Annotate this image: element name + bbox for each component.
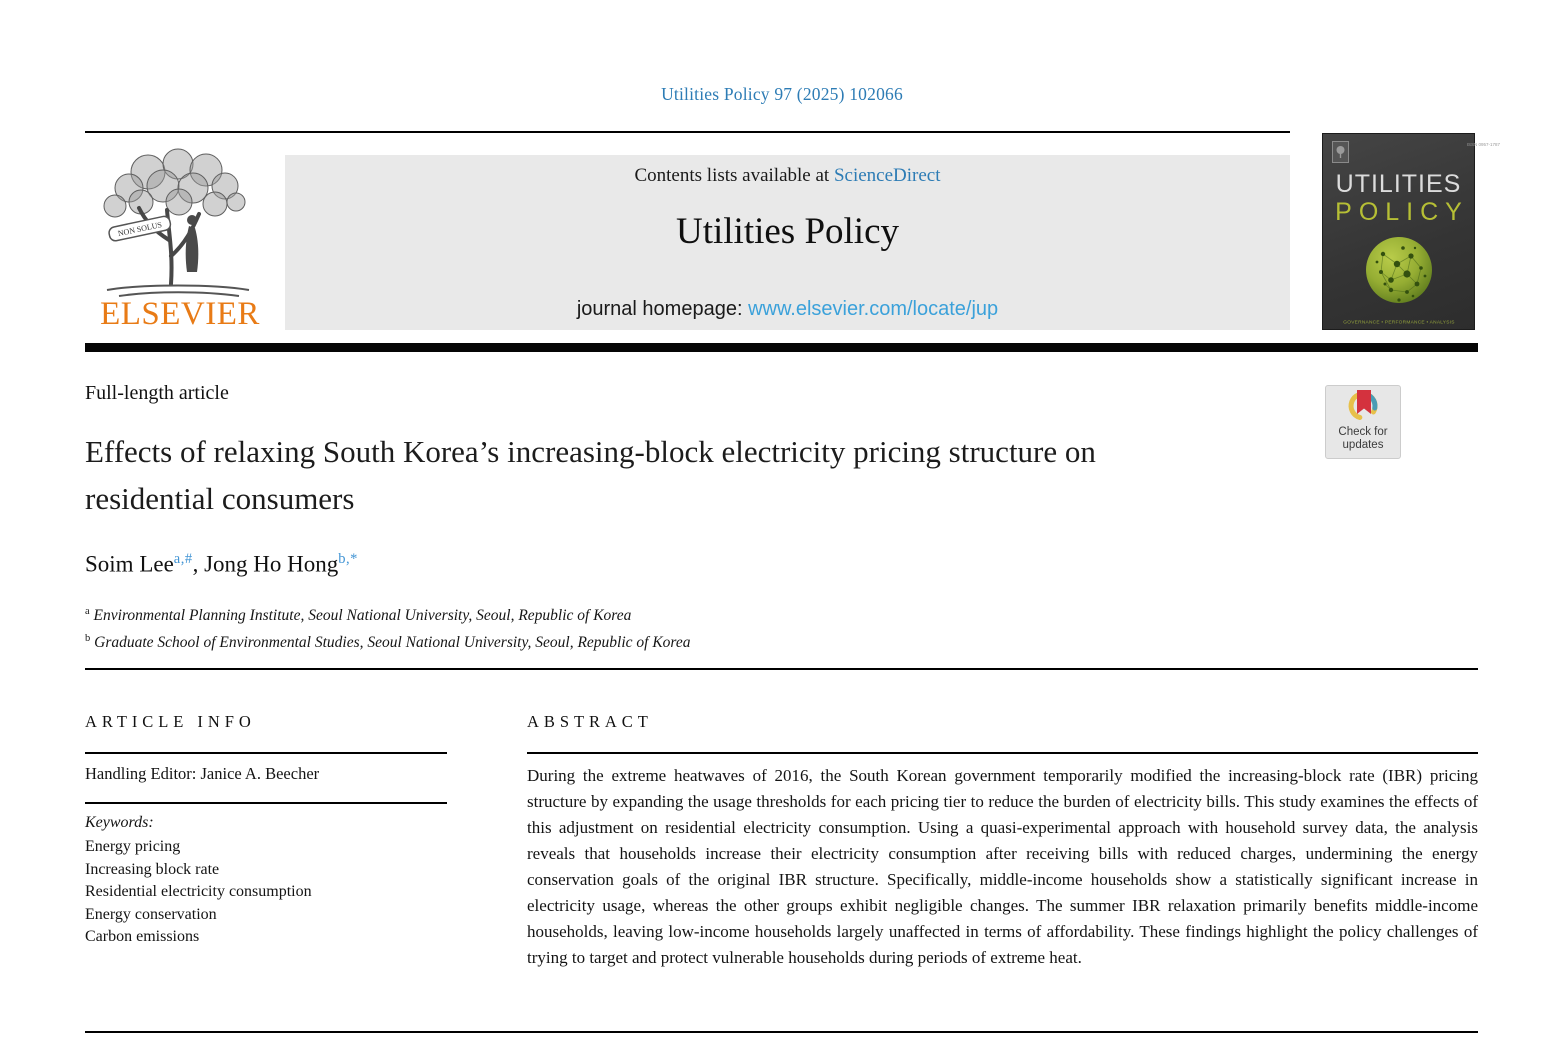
header-thick-bar [85,343,1478,352]
crossmark-icon [1348,390,1378,420]
page-bottom-rule [85,1031,1478,1033]
affiliations: a Environmental Planning Institute, Seou… [85,600,691,654]
article-info-heading: ARTICLE INFO [85,712,256,731]
section-divider-rule [85,668,1478,670]
journal-header-box: Contents lists available at ScienceDirec… [285,155,1290,330]
affiliation-a: a Environmental Planning Institute, Seou… [85,606,632,625]
header-top-rule [85,131,1290,133]
abstract-text: During the extreme heatwaves of 2016, th… [527,766,1478,967]
homepage-prefix: journal homepage: [576,298,749,320]
cover-title-utilities: UTILITIES [1335,170,1462,198]
elsevier-wordmark: ELSEVIER [100,296,260,332]
article-type-label: Full-length article [85,382,229,404]
elsevier-logo-block: NON SOLUS ELSEVIER [85,138,280,338]
abstract-rule [527,752,1478,754]
cover-title-policy: POLICY [1335,198,1469,226]
author-1-superscript: a,# [173,551,193,567]
homepage-url-link[interactable]: www.elsevier.com/locate/jup [748,298,999,320]
author-2-name: Jong Ho Hong [204,551,339,577]
check-for-updates-badge[interactable]: Check for updates [1325,385,1401,459]
cover-issn: ISSN 0957-1787 [1466,142,1500,147]
keyword-item: Residential electricity consumption [85,883,312,900]
paper-title: Effects of relaxing South Korea’s increa… [85,434,1096,516]
article-info-rule-1 [85,752,447,754]
sciencedirect-link[interactable]: ScienceDirect [833,165,941,186]
tree-figure [185,226,199,272]
elsevier-tree-icon: NON SOLUS [103,148,250,297]
keywords-list: Energy pricing Increasing block rate Res… [85,836,312,949]
homepage-line: journal homepage: www.elsevier.com/locat… [285,298,1290,321]
contents-line: Contents lists available at ScienceDirec… [285,165,1290,187]
affiliation-b: b Graduate School of Environmental Studi… [85,633,691,652]
abstract-heading: ABSTRACT [527,712,653,731]
article-info-rule-2 [85,802,447,804]
journal-citation: Utilities Policy 97 (2025) 102066 [661,84,903,104]
author-1-name: Soim Lee [85,551,174,577]
keywords-label: Keywords: [85,814,154,831]
journal-cover-thumbnail[interactable]: ISSN 0957-1787 UTILITIES POLICY GOVER [1322,133,1500,330]
cover-elsevier-mini-logo-icon [1332,141,1349,163]
author-line: Soim Leea,#, Jong Ho Hongb,* [85,551,358,578]
keyword-item: Carbon emissions [85,928,200,945]
keyword-item: Energy pricing [85,838,181,855]
check-for-updates-label: Check for updates [1338,426,1388,451]
author-2-superscript: b,* [338,551,358,567]
journal-title: Utilities Policy [675,211,900,252]
cover-network-globe-icon [1365,237,1432,303]
author-separator: , [192,551,205,577]
keyword-item: Energy conservation [85,905,217,923]
contents-prefix: Contents lists available at [634,165,834,186]
cover-footer-tagline: GOVERNANCE • PERFORMANCE • ANALYSIS [1342,319,1455,325]
handling-editor: Handling Editor: Janice A. Beecher [85,764,320,783]
keyword-item: Increasing block rate [85,860,220,878]
